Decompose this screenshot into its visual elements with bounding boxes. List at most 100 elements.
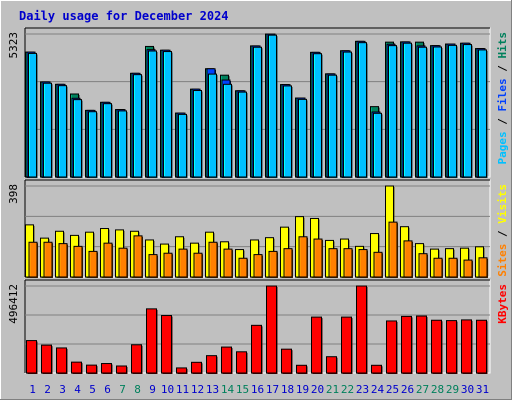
kbytes-bar-face <box>146 308 157 374</box>
kbytes-bar-face <box>311 316 322 374</box>
pages-bar-face <box>478 49 487 178</box>
pages-bar <box>208 73 218 178</box>
kbytes-bar-face <box>446 320 457 374</box>
sites-bar-face <box>388 221 398 278</box>
kbytes-bar <box>341 316 353 374</box>
sites-bar <box>118 247 128 278</box>
pages-bar <box>268 34 278 178</box>
sites-bar <box>238 257 248 278</box>
sites-bar <box>313 238 323 278</box>
day-label: 17 <box>266 383 279 396</box>
legend-files-label: Files <box>496 78 509 111</box>
pages-bar <box>298 98 308 178</box>
kbytes-bar-face <box>236 351 247 374</box>
sites-bar <box>88 250 98 278</box>
legend-separator: / <box>496 224 509 244</box>
day-label: 3 <box>59 383 66 396</box>
pages-bar <box>283 85 293 178</box>
day-label: 9 <box>149 383 156 396</box>
sites-bar-face <box>373 251 383 278</box>
sites-bar-face <box>253 254 263 278</box>
sites-bar <box>268 250 278 278</box>
day-axis-labels: 1 2 3 4 5 6 7 8 9 10 11 12 13 14 15 16 17 18 19 20 21 22 23 24 2… <box>29 383 489 396</box>
sites-bar-face <box>283 248 293 278</box>
kbytes-bar <box>296 364 308 374</box>
sites-bar-face <box>238 257 248 278</box>
sites-bar <box>223 248 233 278</box>
day-label: 5 <box>89 383 96 396</box>
kbytes-bar <box>116 365 128 374</box>
sites-bar-face <box>208 241 218 278</box>
day-label: 24 <box>371 383 385 396</box>
pages-bar-face <box>418 46 427 178</box>
sites-bar-face <box>343 248 353 278</box>
kbytes-bar-face <box>416 315 427 374</box>
pages-bar <box>163 51 173 178</box>
pages-bar <box>313 53 323 179</box>
kbytes-bar-face <box>341 316 352 374</box>
kbytes-bar-face <box>401 315 412 374</box>
pages-bar-face <box>358 42 367 178</box>
pages-bar <box>328 74 338 178</box>
pages-bar-face <box>178 113 187 178</box>
pages-bar-face <box>118 110 127 178</box>
sites-bar-face <box>178 248 188 278</box>
kbytes-bar-face <box>71 361 82 374</box>
kbytes-bar <box>206 355 218 374</box>
pages-bar <box>148 50 158 178</box>
kbytes-bar <box>461 319 473 374</box>
sites-bar-face <box>463 259 473 278</box>
day-label: 14 <box>221 383 235 396</box>
sites-bar <box>58 243 68 278</box>
kbytes-bar-face <box>281 348 292 374</box>
pages-bar <box>448 44 458 178</box>
pages-bar-face <box>433 46 442 178</box>
pages-bar <box>433 46 443 178</box>
sites-bar <box>433 257 443 278</box>
day-label: 12 <box>191 383 204 396</box>
pages-bar-face <box>88 111 97 178</box>
sites-bar <box>163 252 173 278</box>
day-label: 8 <box>134 383 141 396</box>
sites-bar <box>133 235 143 278</box>
kbytes-bar <box>281 348 293 374</box>
legend-separator: / <box>496 112 509 132</box>
sites-bar-face <box>298 236 308 278</box>
kbytes-bar <box>386 320 398 374</box>
pages-bar <box>223 83 233 178</box>
pages-bar <box>478 49 488 178</box>
kbytes-bar <box>326 356 338 374</box>
pages-bar-face <box>163 51 172 178</box>
pages-bar-face <box>313 53 322 178</box>
pages-bar <box>88 111 98 178</box>
kbytes-bar-face <box>26 340 37 374</box>
kbytes-bar-face <box>131 344 142 374</box>
legend-visits-label: Visits <box>496 184 509 224</box>
kbytes-bar <box>26 340 38 374</box>
kbytes-bar <box>416 315 428 374</box>
kbytes-bar-face <box>191 361 202 374</box>
sites-bar-face <box>118 247 128 278</box>
sites-bar-face <box>58 243 68 278</box>
chart-title: Daily usage for December 2024 <box>19 9 229 23</box>
legend-pages-label: Pages <box>496 131 509 164</box>
sites-bar <box>73 245 83 278</box>
day-label: 18 <box>281 383 294 396</box>
kbytes-bar <box>71 361 83 374</box>
kbytes-ymax-label: 496412 <box>7 284 20 324</box>
kbytes-bar <box>236 351 248 374</box>
kbytes-bar-face <box>386 320 397 374</box>
day-label: 2 <box>44 383 51 396</box>
pages-bar-face <box>223 83 232 178</box>
kbytes-bar-face <box>356 285 367 374</box>
sites-bar <box>298 236 308 278</box>
legend-separator: / <box>496 59 509 79</box>
pages-bar-face <box>373 112 382 178</box>
pages-bar <box>178 113 188 178</box>
sites-bar <box>343 248 353 278</box>
day-label: 21 <box>326 383 339 396</box>
kbytes-bar-face <box>206 355 217 374</box>
sites-bar <box>148 254 158 278</box>
kbytes-bar <box>101 363 113 374</box>
pages-bar <box>388 45 398 178</box>
